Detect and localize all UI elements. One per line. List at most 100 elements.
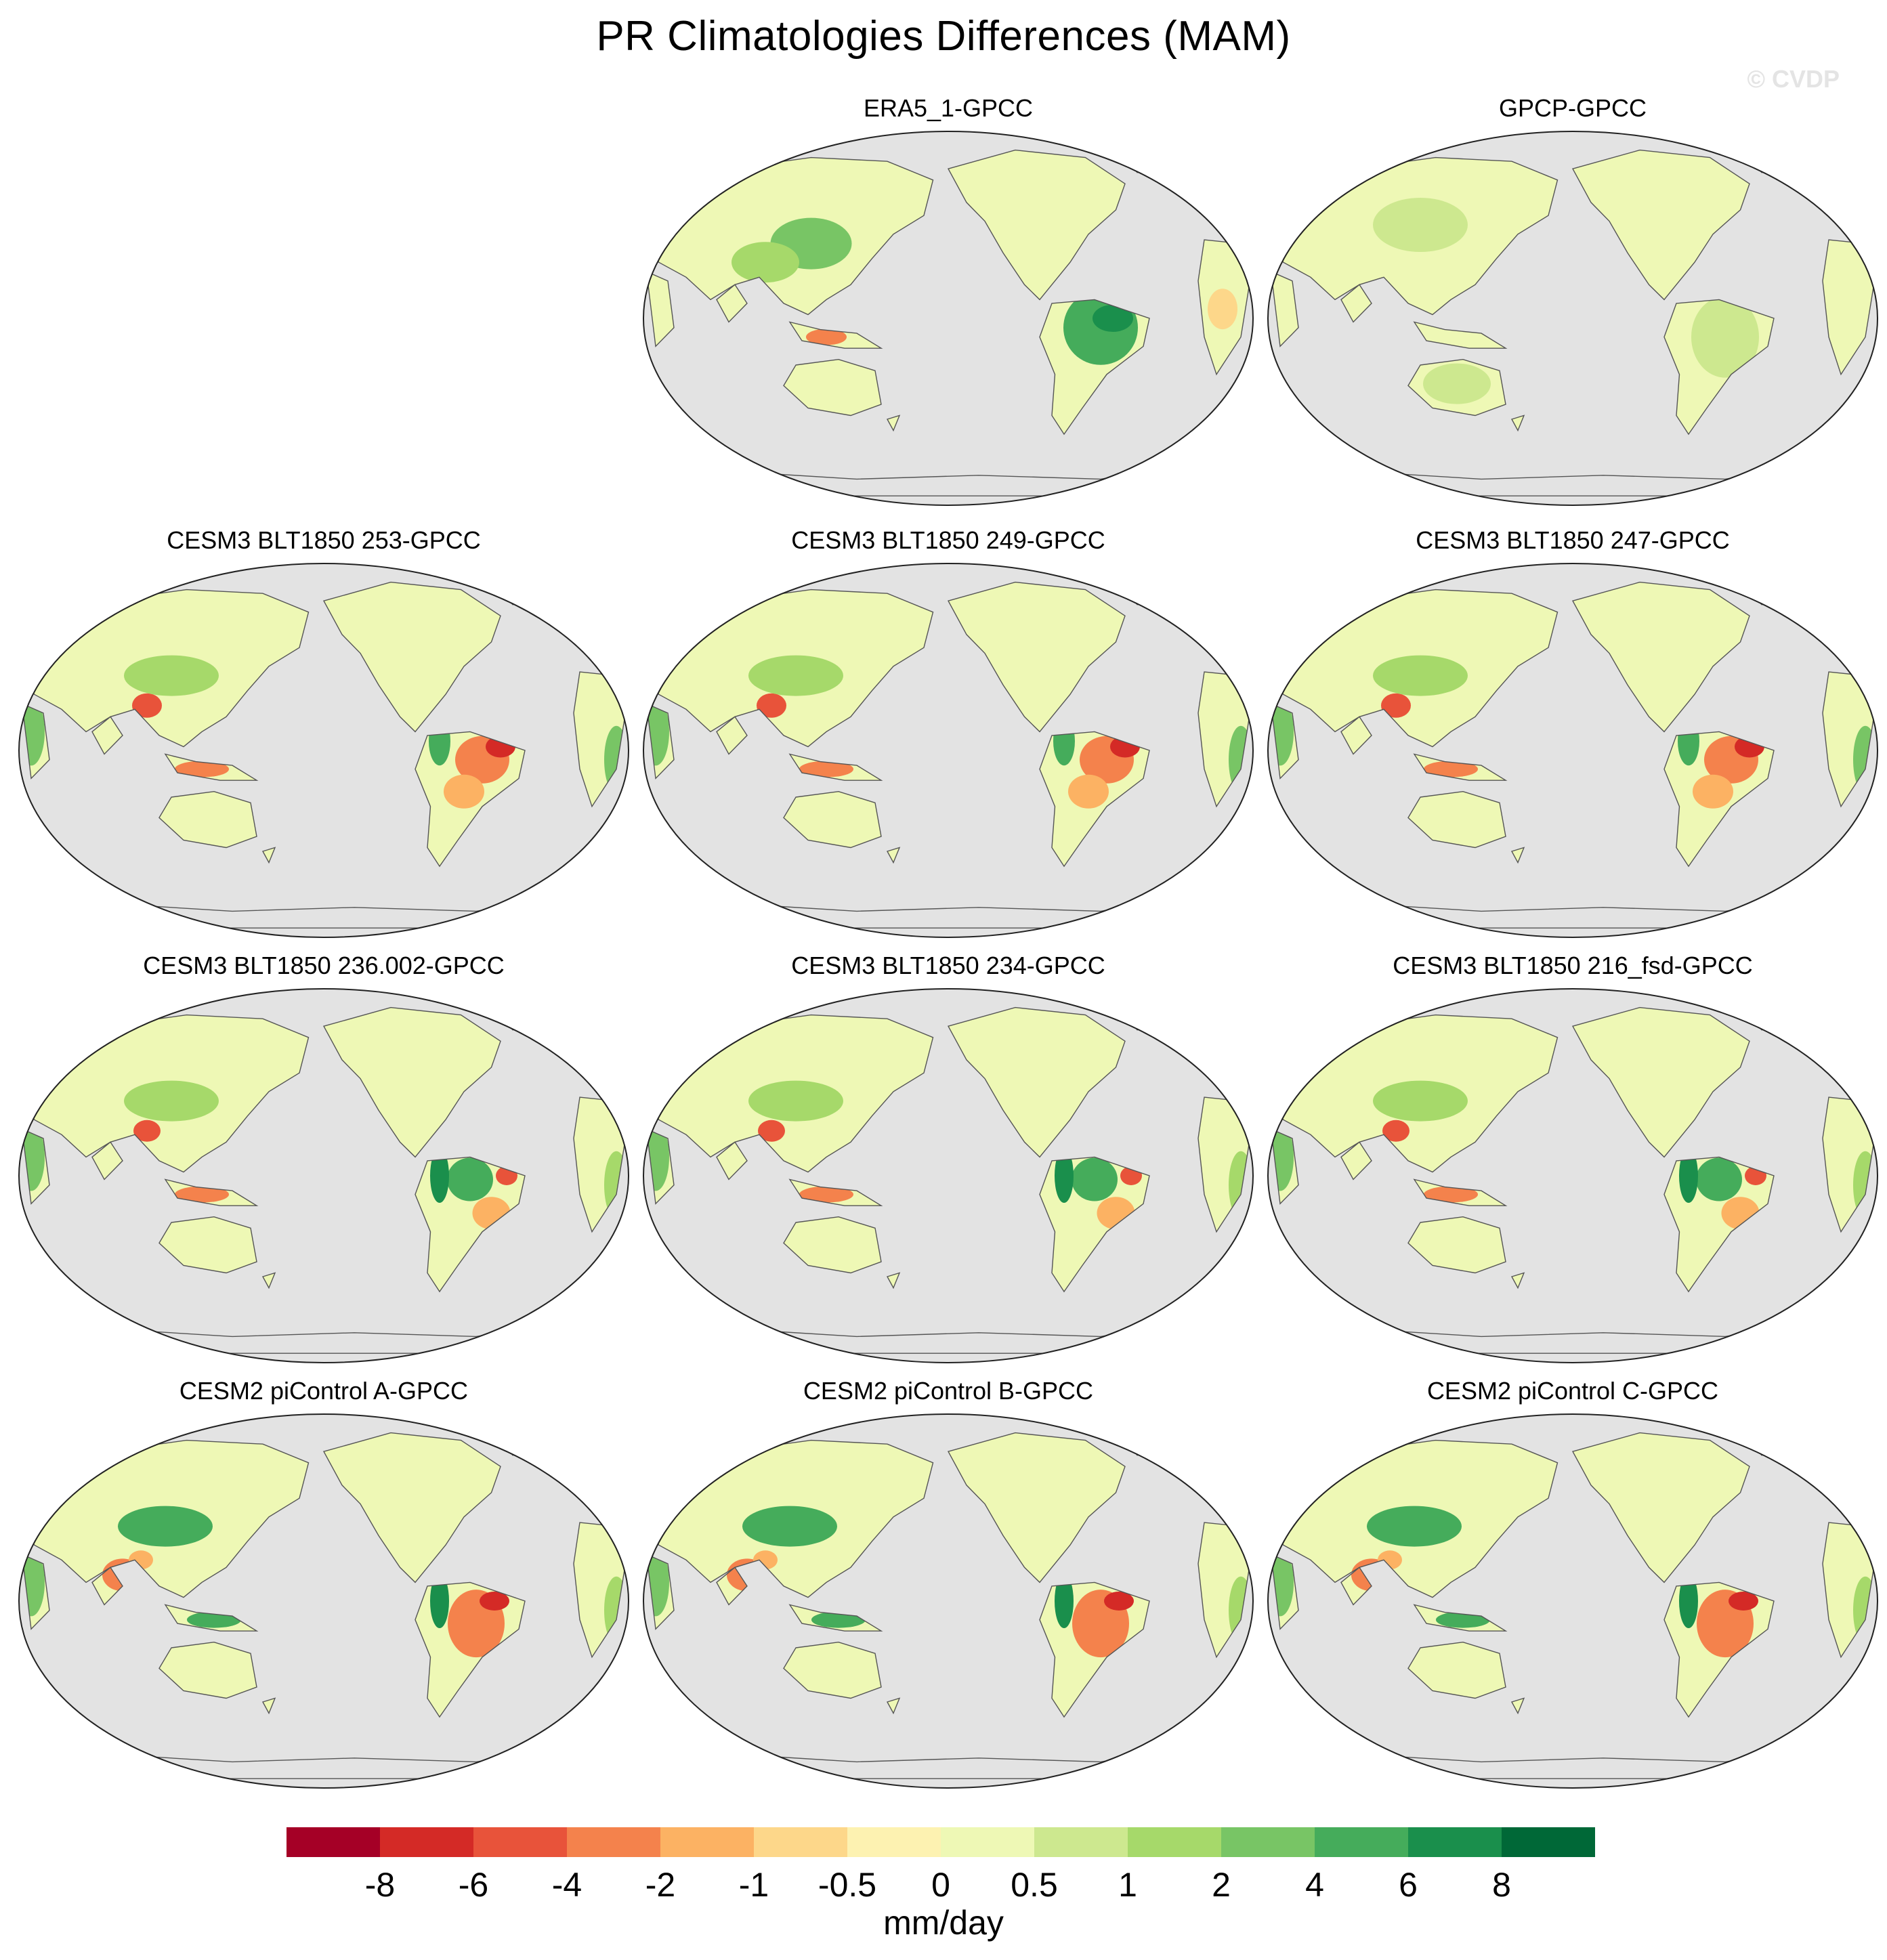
map-border <box>1267 1413 1878 1789</box>
coastline <box>1270 1553 1299 1630</box>
land-nz <box>887 847 899 863</box>
map-border <box>18 1413 629 1789</box>
bias-patch <box>447 1157 493 1201</box>
coastline <box>1273 156 1559 316</box>
colorbar-swatch <box>941 1827 1035 1857</box>
coastline <box>1510 1272 1525 1290</box>
land-nz <box>1512 1273 1524 1288</box>
coastline <box>645 1553 675 1630</box>
coastline <box>788 321 883 349</box>
coastline <box>783 1641 882 1699</box>
coastline <box>788 1178 883 1206</box>
map-panel: CESM3 BLT1850 253-GPCC <box>12 527 635 947</box>
map <box>1267 131 1878 506</box>
coastline <box>1571 149 1750 301</box>
coastline <box>1571 1432 1750 1583</box>
bias-patch <box>1072 1157 1118 1201</box>
coastline <box>788 1604 883 1632</box>
land-australia <box>784 1642 881 1699</box>
coastline <box>649 156 934 316</box>
coastline <box>1039 1581 1150 1718</box>
coastline <box>886 1697 901 1715</box>
colorbar-tick-label: 1 <box>1118 1866 1137 1904</box>
colorbar-swatch <box>1034 1827 1128 1857</box>
bias-patch <box>799 761 853 777</box>
main-title: PR Climatologies Differences (MAM) <box>596 13 1291 60</box>
bias-patch <box>430 1574 449 1628</box>
bias-patch <box>1055 1574 1074 1628</box>
panel-title: ERA5_1-GPCC <box>863 94 1034 122</box>
coastline <box>91 1567 123 1606</box>
colorbar-swatch <box>1502 1827 1595 1857</box>
bias-patch <box>175 761 229 777</box>
land-nz <box>263 1273 275 1288</box>
coastline <box>1663 731 1775 868</box>
panel-title: CESM3 BLT1850 247-GPCC <box>1416 526 1730 554</box>
bias-patch <box>799 1186 853 1203</box>
land-namerica <box>1573 1007 1750 1157</box>
land-australia <box>784 791 881 848</box>
colorbar-swatch <box>567 1827 661 1857</box>
coastline <box>1340 284 1372 323</box>
coastline <box>91 716 123 755</box>
coastline <box>164 1604 259 1632</box>
land-australia <box>159 1642 257 1699</box>
colorbar-tick-label: 8 <box>1492 1866 1511 1904</box>
land-namerica <box>324 1007 501 1157</box>
bias-patch <box>742 1506 837 1547</box>
coastline <box>1510 847 1525 864</box>
colorbar-tick-label: -0.5 <box>818 1866 877 1904</box>
bias-patch <box>1104 1592 1134 1611</box>
coastline <box>947 581 1126 733</box>
map <box>643 988 1254 1363</box>
coastline <box>1270 270 1299 347</box>
land-australia <box>1408 1216 1506 1273</box>
panel-title: CESM3 BLT1850 236.002-GPCC <box>143 952 505 979</box>
land-australia <box>159 791 257 848</box>
land-antarctica <box>735 467 1168 496</box>
coastline <box>1663 299 1775 435</box>
coastline <box>1571 581 1750 733</box>
colorbar-units: mm/day <box>883 1904 1004 1942</box>
land-australia <box>784 1216 881 1273</box>
land-nz <box>263 1698 275 1713</box>
coastline <box>1273 589 1559 748</box>
coastline <box>1407 1216 1506 1274</box>
panel-title: CESM2 piControl B-GPCC <box>803 1377 1094 1405</box>
bias-patch <box>1068 774 1109 809</box>
bias-patch <box>1381 693 1411 718</box>
coastline <box>947 1432 1126 1583</box>
colorbar-swatch <box>473 1827 568 1857</box>
coastline <box>158 790 257 849</box>
colorbar-tick-label: 0.5 <box>1011 1866 1058 1904</box>
colorbar-tick-label: -8 <box>364 1866 396 1904</box>
bias-patch <box>758 1120 785 1142</box>
coastline <box>261 1272 276 1290</box>
coastline <box>164 1178 259 1206</box>
coastline <box>1340 1567 1372 1606</box>
panel-title: CESM2 piControl C-GPCC <box>1426 1377 1719 1405</box>
coastline <box>649 1014 934 1173</box>
map-panel: CESM2 piControl C-GPCC <box>1261 1378 1884 1797</box>
coastline <box>164 753 259 781</box>
colorbar-tick-label: -6 <box>458 1866 489 1904</box>
map-panel: CESM3 BLT1850 234-GPCC <box>637 952 1260 1372</box>
land-antarctica <box>1359 899 1792 929</box>
panel-title: CESM3 BLT1850 249-GPCC <box>791 526 1105 554</box>
panel-title: CESM3 BLT1850 253-GPCC <box>167 526 481 554</box>
bias-patch <box>732 242 799 283</box>
land-namerica <box>948 150 1125 300</box>
land-australia <box>1408 1642 1506 1699</box>
coastline <box>1340 716 1372 755</box>
coastline <box>1510 1697 1525 1715</box>
colorbar-swatch <box>1408 1827 1502 1857</box>
map-border <box>18 563 629 938</box>
map <box>18 563 629 938</box>
bias-patch <box>1423 363 1491 404</box>
land-australia <box>784 359 881 416</box>
map-panel: CESM2 piControl B-GPCC <box>637 1378 1260 1797</box>
bias-patch <box>1367 1506 1462 1547</box>
coastline <box>1413 1178 1508 1206</box>
map-border <box>1267 563 1878 938</box>
land-antarctica <box>735 1325 1168 1354</box>
